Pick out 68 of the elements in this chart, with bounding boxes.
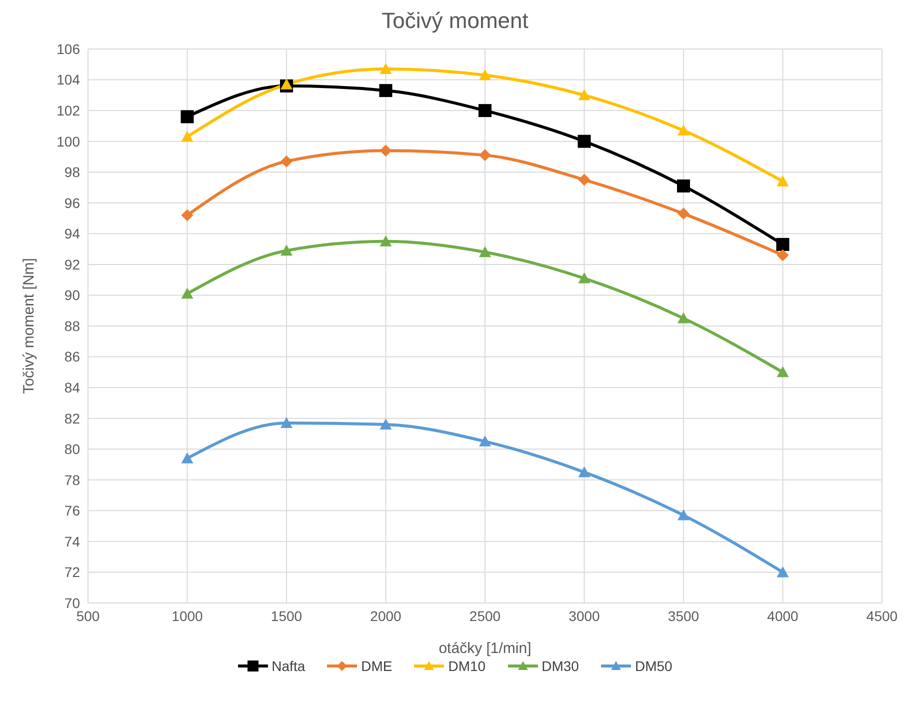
point — [678, 509, 690, 520]
point — [776, 366, 789, 378]
legend-label: DM10 — [447, 658, 486, 674]
y-tick-label: 84 — [64, 380, 80, 396]
point — [776, 249, 789, 262]
point — [280, 416, 292, 428]
x-axis-title: otáčky [1/min] — [438, 640, 532, 657]
point — [479, 149, 491, 162]
point — [578, 134, 591, 148]
point — [478, 104, 492, 118]
point — [280, 244, 292, 256]
y-tick-label: 80 — [64, 441, 80, 458]
point — [578, 272, 590, 284]
y-tick-label: 100 — [56, 133, 80, 150]
x-tick-label: 2500 — [469, 608, 501, 624]
point — [181, 130, 194, 142]
point — [776, 238, 790, 251]
point — [578, 89, 590, 100]
point — [677, 179, 690, 192]
y-tick-label: 82 — [64, 410, 80, 426]
y-tick-label: 88 — [64, 318, 80, 334]
y-tick-label: 86 — [64, 348, 80, 365]
y-tick-label: 76 — [64, 502, 80, 519]
point — [776, 566, 789, 578]
y-tick-label: 90 — [64, 287, 80, 304]
x-tick-label: 1000 — [172, 608, 204, 624]
y-axis-title: Točivý moment [Nm] — [20, 258, 38, 394]
point — [578, 174, 590, 186]
point — [280, 78, 292, 90]
point — [678, 124, 690, 136]
point — [678, 208, 690, 220]
x-tick-label: 3000 — [568, 608, 600, 624]
point — [380, 63, 392, 74]
y-tick-label: 94 — [64, 226, 80, 242]
x-tick-label: 4500 — [866, 608, 898, 624]
y-tick-label: 96 — [64, 194, 80, 211]
point — [479, 69, 491, 80]
chart-title: Točivý moment — [380, 8, 530, 34]
y-tick-label: 102 — [56, 102, 80, 119]
point — [578, 466, 590, 478]
point — [479, 246, 491, 258]
point — [380, 235, 392, 246]
point — [280, 155, 292, 168]
point — [479, 435, 491, 446]
y-tick-label: 106 — [56, 40, 80, 57]
point — [181, 209, 194, 222]
y-tick-label: 74 — [64, 533, 80, 550]
legend-label: DME — [360, 658, 392, 674]
y-tick-label: 98 — [64, 164, 80, 180]
point — [380, 144, 392, 157]
point — [180, 110, 194, 124]
point — [379, 84, 392, 98]
point — [181, 288, 194, 299]
y-tick-label: 78 — [64, 472, 80, 488]
x-tick-label: 2000 — [370, 608, 402, 624]
point — [181, 452, 194, 464]
point — [776, 175, 789, 186]
y-tick-label: 72 — [64, 564, 80, 580]
legend-label: Nafta — [270, 658, 306, 674]
point — [678, 312, 690, 324]
x-tick-label: 1500 — [270, 608, 302, 624]
y-tick-label: 92 — [64, 256, 80, 272]
legend-label: DM50 — [634, 658, 672, 674]
legend-label: DM30 — [540, 658, 579, 674]
y-tick-label: 104 — [56, 72, 80, 88]
point — [380, 418, 392, 430]
x-tick-label: 3500 — [668, 608, 700, 624]
x-tick-label: 4000 — [767, 608, 799, 624]
